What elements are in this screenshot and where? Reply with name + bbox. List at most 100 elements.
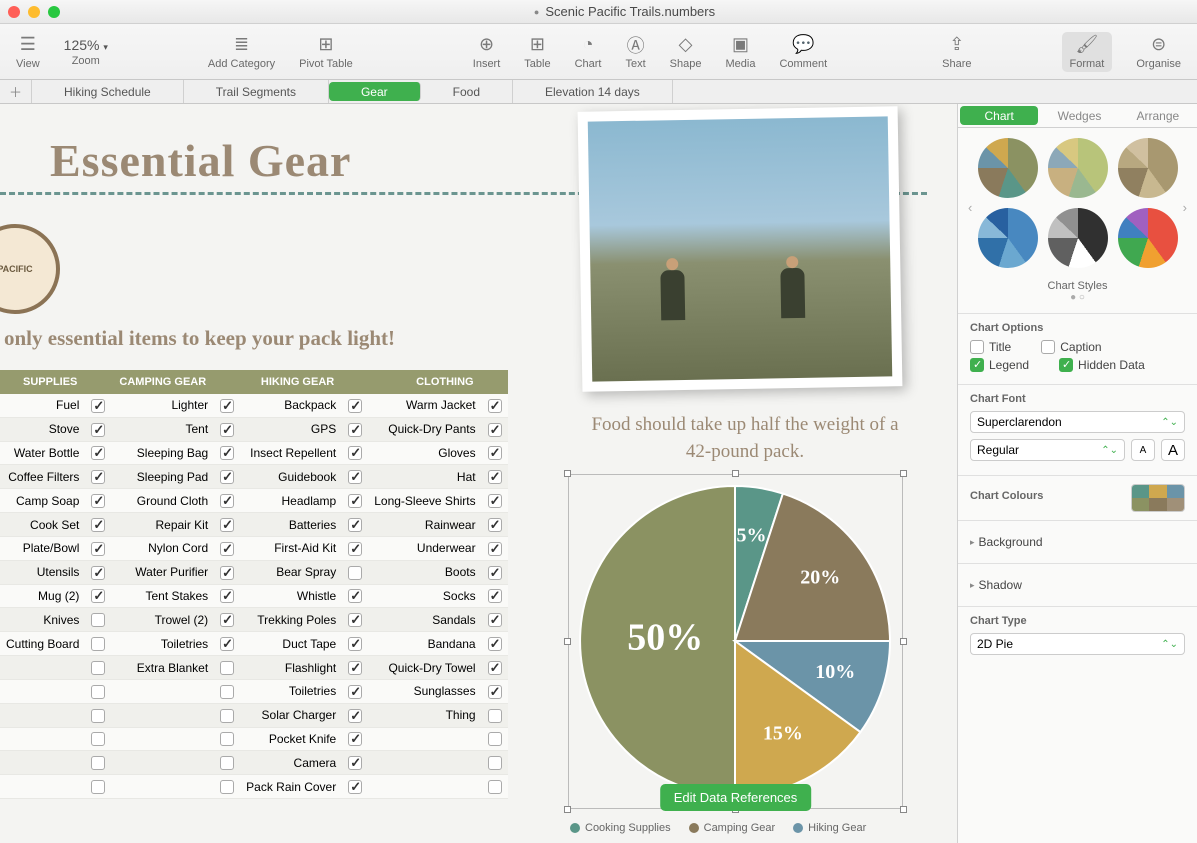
gear-item-cell[interactable] bbox=[0, 751, 85, 775]
gear-checkbox-cell[interactable] bbox=[85, 751, 111, 775]
font-size-larger-button[interactable]: A bbox=[1161, 439, 1185, 461]
gear-checkbox-cell[interactable] bbox=[482, 727, 508, 751]
gear-checkbox-cell[interactable] bbox=[214, 608, 240, 632]
chart-style-thumbnail[interactable] bbox=[1118, 208, 1178, 268]
chart-style-thumbnail[interactable] bbox=[1048, 208, 1108, 268]
gear-checkbox-cell[interactable] bbox=[482, 632, 508, 656]
gear-checkbox-cell[interactable] bbox=[482, 441, 508, 465]
gear-checkbox-cell[interactable] bbox=[214, 417, 240, 441]
document-canvas[interactable]: Essential Gear PACIFIC only essential it… bbox=[0, 104, 957, 843]
font-size-smaller-button[interactable]: A bbox=[1131, 439, 1155, 461]
gear-item-cell[interactable] bbox=[0, 656, 85, 680]
sheet-tab[interactable]: Hiking Schedule bbox=[32, 80, 184, 103]
gear-checkbox-cell[interactable] bbox=[482, 489, 508, 513]
view-button[interactable]: ☰View bbox=[16, 34, 40, 70]
gear-item-cell[interactable]: Thing bbox=[368, 703, 481, 727]
close-window-button[interactable] bbox=[8, 6, 20, 18]
styles-prev-icon[interactable]: ‹ bbox=[968, 200, 972, 215]
gear-item-cell[interactable]: Quick-Dry Towel bbox=[368, 656, 481, 680]
gear-checkbox-cell[interactable] bbox=[214, 584, 240, 608]
gear-item-cell[interactable]: Water Bottle bbox=[0, 441, 85, 465]
gear-item-cell[interactable]: Backpack bbox=[240, 394, 342, 417]
gear-checkbox-cell[interactable] bbox=[214, 632, 240, 656]
sheet-tab[interactable]: Trail Segments bbox=[184, 80, 329, 103]
gear-item-cell[interactable]: Duct Tape bbox=[240, 632, 342, 656]
gear-checkbox-cell[interactable] bbox=[85, 608, 111, 632]
insert-button[interactable]: ⊕Insert bbox=[473, 34, 501, 70]
organise-button[interactable]: ⊜Organise bbox=[1136, 34, 1181, 70]
gear-checkbox-cell[interactable] bbox=[482, 417, 508, 441]
gear-checkbox-cell[interactable] bbox=[482, 513, 508, 537]
gear-item-cell[interactable]: First-Aid Kit bbox=[240, 536, 342, 560]
gear-item-cell[interactable] bbox=[111, 751, 214, 775]
gear-checkbox-cell[interactable] bbox=[214, 679, 240, 703]
gear-checkbox-cell[interactable] bbox=[214, 775, 240, 799]
gear-item-cell[interactable]: Sunglasses bbox=[368, 679, 481, 703]
styles-next-icon[interactable]: › bbox=[1183, 200, 1187, 215]
shape-button[interactable]: ◇Shape bbox=[670, 34, 702, 70]
gear-item-cell[interactable]: Plate/Bowl bbox=[0, 536, 85, 560]
gear-item-cell[interactable]: Cook Set bbox=[0, 513, 85, 537]
gear-checkbox-cell[interactable] bbox=[85, 417, 111, 441]
format-button[interactable]: 🖌Format bbox=[1062, 32, 1113, 72]
gear-item-cell[interactable]: Cutting Board bbox=[0, 632, 85, 656]
gear-item-cell[interactable]: Quick-Dry Pants bbox=[368, 417, 481, 441]
media-button[interactable]: ▣Media bbox=[725, 34, 755, 70]
gear-item-cell[interactable]: Mug (2) bbox=[0, 584, 85, 608]
gear-item-cell[interactable]: Extra Blanket bbox=[111, 656, 214, 680]
gear-item-cell[interactable]: Sleeping Bag bbox=[111, 441, 214, 465]
gear-item-cell[interactable]: Insect Repellent bbox=[240, 441, 342, 465]
gear-checkbox-cell[interactable] bbox=[85, 584, 111, 608]
gear-checkbox-cell[interactable] bbox=[342, 679, 368, 703]
shadow-disclosure[interactable]: ▸Shadow bbox=[970, 572, 1185, 598]
gear-item-cell[interactable]: Solar Charger bbox=[240, 703, 342, 727]
gear-checkbox-cell[interactable] bbox=[482, 656, 508, 680]
gear-item-cell[interactable]: Socks bbox=[368, 584, 481, 608]
gear-checkbox-cell[interactable] bbox=[482, 703, 508, 727]
gear-item-cell[interactable]: Pocket Knife bbox=[240, 727, 342, 751]
text-button[interactable]: ⒶText bbox=[625, 34, 645, 70]
gear-checkbox-cell[interactable] bbox=[482, 465, 508, 489]
gear-item-cell[interactable] bbox=[0, 775, 85, 799]
gear-item-cell[interactable]: Knives bbox=[0, 608, 85, 632]
gear-item-cell[interactable]: Hat bbox=[368, 465, 481, 489]
gear-checkbox-cell[interactable] bbox=[85, 703, 111, 727]
share-button[interactable]: ⇪Share bbox=[942, 34, 971, 70]
gear-checkbox-cell[interactable] bbox=[214, 703, 240, 727]
add-sheet-button[interactable]: ＋ bbox=[0, 80, 32, 103]
gear-checkbox-cell[interactable] bbox=[214, 536, 240, 560]
gear-item-cell[interactable]: Long-Sleeve Shirts bbox=[368, 489, 481, 513]
gear-checkbox-cell[interactable] bbox=[482, 394, 508, 417]
gear-item-cell[interactable]: Whistle bbox=[240, 584, 342, 608]
gear-checkbox-cell[interactable] bbox=[85, 394, 111, 417]
gear-checkbox-cell[interactable] bbox=[85, 536, 111, 560]
gear-item-cell[interactable] bbox=[111, 703, 214, 727]
gear-item-cell[interactable]: Batteries bbox=[240, 513, 342, 537]
legend-checkbox[interactable]: Legend bbox=[970, 358, 1029, 372]
chart-type-selector[interactable]: 2D Pie⌃⌄ bbox=[970, 633, 1185, 655]
gear-item-cell[interactable]: Ground Cloth bbox=[111, 489, 214, 513]
font-style-selector[interactable]: Regular⌃⌄ bbox=[970, 439, 1125, 461]
gear-checklist-table[interactable]: SUPPLIESCAMPING GEARHIKING GEARCLOTHINGF… bbox=[0, 370, 508, 799]
gear-checkbox-cell[interactable] bbox=[482, 608, 508, 632]
gear-item-cell[interactable]: Sleeping Pad bbox=[111, 465, 214, 489]
chart-button[interactable]: ◔Chart bbox=[575, 34, 602, 70]
minimize-window-button[interactable] bbox=[28, 6, 40, 18]
gear-checkbox-cell[interactable] bbox=[85, 513, 111, 537]
gear-item-cell[interactable]: Trekking Poles bbox=[240, 608, 342, 632]
gear-item-cell[interactable]: Lighter bbox=[111, 394, 214, 417]
gear-checkbox-cell[interactable] bbox=[342, 536, 368, 560]
gear-checkbox-cell[interactable] bbox=[342, 608, 368, 632]
gear-checkbox-cell[interactable] bbox=[482, 536, 508, 560]
gear-checkbox-cell[interactable] bbox=[342, 775, 368, 799]
gear-checkbox-cell[interactable] bbox=[482, 584, 508, 608]
gear-item-cell[interactable]: Warm Jacket bbox=[368, 394, 481, 417]
gear-item-cell[interactable]: Coffee Filters bbox=[0, 465, 85, 489]
gear-checkbox-cell[interactable] bbox=[85, 489, 111, 513]
gear-checkbox-cell[interactable] bbox=[342, 584, 368, 608]
chart-style-thumbnail[interactable] bbox=[978, 138, 1038, 198]
table-button[interactable]: ⊞Table bbox=[524, 34, 550, 70]
gear-item-cell[interactable]: Toiletries bbox=[111, 632, 214, 656]
inspector-tab[interactable]: Wedges bbox=[1040, 104, 1118, 127]
gear-item-cell[interactable] bbox=[368, 751, 481, 775]
